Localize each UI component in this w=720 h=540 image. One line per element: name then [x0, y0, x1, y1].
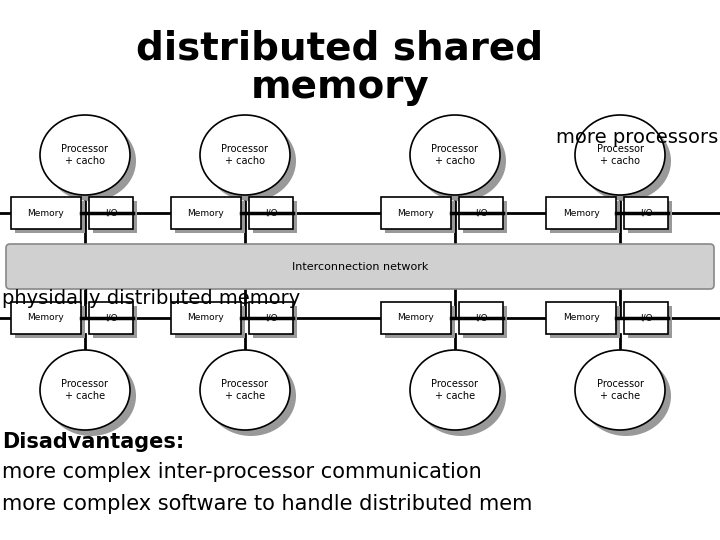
Text: physidally distributed memory: physidally distributed memory [2, 289, 300, 308]
Text: Memory: Memory [562, 208, 599, 218]
Text: Processor
+ cache: Processor + cache [431, 379, 479, 401]
Text: Interconnection network: Interconnection network [292, 261, 428, 272]
Text: I/O: I/O [639, 208, 652, 218]
Bar [385, 306, 455, 338]
Bar [249, 302, 293, 334]
Ellipse shape [575, 350, 665, 430]
Text: I/O: I/O [639, 314, 652, 322]
Text: Processor
+ cache: Processor + cache [61, 379, 109, 401]
Bar [628, 201, 672, 233]
Text: more complex inter-processor communication: more complex inter-processor communicati… [2, 462, 482, 482]
Text: memory: memory [251, 68, 429, 106]
Bar [93, 201, 137, 233]
Ellipse shape [46, 121, 136, 201]
Text: Processor
+ cacho: Processor + cacho [431, 144, 479, 166]
Bar [11, 302, 81, 334]
Text: distributed shared: distributed shared [136, 30, 544, 68]
Text: I/O: I/O [104, 208, 117, 218]
Text: more complex software to handle distributed mem: more complex software to handle distribu… [2, 494, 532, 514]
Text: more processors: more processors [556, 128, 718, 147]
Text: Memory: Memory [188, 314, 225, 322]
Bar [89, 197, 133, 229]
Ellipse shape [40, 115, 130, 195]
Bar [253, 201, 297, 233]
Ellipse shape [416, 121, 506, 201]
Bar [624, 302, 668, 334]
Bar [175, 306, 245, 338]
Text: I/O: I/O [474, 314, 487, 322]
Bar [15, 306, 85, 338]
Bar [93, 306, 137, 338]
Text: I/O: I/O [104, 314, 117, 322]
Bar [546, 302, 616, 334]
Text: Processor
+ cache: Processor + cache [596, 379, 644, 401]
Bar [459, 197, 503, 229]
Text: I/O: I/O [265, 314, 277, 322]
Bar [385, 201, 455, 233]
Text: Processor
+ cacho: Processor + cacho [61, 144, 109, 166]
Bar [381, 197, 451, 229]
FancyBboxPatch shape [6, 244, 714, 289]
Text: Memory: Memory [562, 314, 599, 322]
Text: Disadvantages:: Disadvantages: [2, 432, 184, 452]
Text: Memory: Memory [27, 208, 64, 218]
Ellipse shape [200, 350, 290, 430]
Bar [11, 197, 81, 229]
Ellipse shape [581, 356, 671, 436]
Bar [546, 197, 616, 229]
Ellipse shape [200, 115, 290, 195]
Text: Memory: Memory [397, 314, 434, 322]
Bar [624, 197, 668, 229]
Text: Memory: Memory [397, 208, 434, 218]
Text: I/O: I/O [265, 208, 277, 218]
Ellipse shape [206, 356, 296, 436]
Text: Memory: Memory [188, 208, 225, 218]
Bar [15, 201, 85, 233]
Bar [628, 306, 672, 338]
Bar [249, 197, 293, 229]
Bar [175, 201, 245, 233]
Bar [171, 302, 241, 334]
Ellipse shape [575, 115, 665, 195]
Bar [381, 302, 451, 334]
Bar [459, 302, 503, 334]
Text: Processor
+ cache: Processor + cache [222, 379, 269, 401]
Ellipse shape [410, 350, 500, 430]
Bar [171, 197, 241, 229]
Ellipse shape [581, 121, 671, 201]
Bar [463, 306, 507, 338]
Bar [550, 306, 620, 338]
Text: Memory: Memory [27, 314, 64, 322]
Ellipse shape [416, 356, 506, 436]
Text: I/O: I/O [474, 208, 487, 218]
Ellipse shape [410, 115, 500, 195]
Bar [253, 306, 297, 338]
Text: Processor
+ cacho: Processor + cacho [596, 144, 644, 166]
Bar [550, 201, 620, 233]
Ellipse shape [206, 121, 296, 201]
Bar [89, 302, 133, 334]
Ellipse shape [40, 350, 130, 430]
Ellipse shape [46, 356, 136, 436]
Text: Processor
+ cacho: Processor + cacho [222, 144, 269, 166]
Bar [463, 201, 507, 233]
